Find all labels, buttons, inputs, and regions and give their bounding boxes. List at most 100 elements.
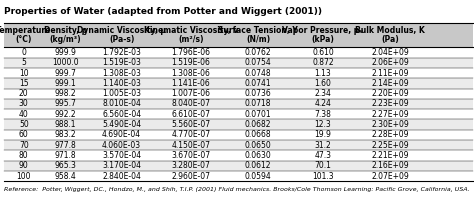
Text: 988.1: 988.1 xyxy=(55,120,76,129)
Text: 47.3: 47.3 xyxy=(314,151,331,160)
Text: 1.796E-06: 1.796E-06 xyxy=(172,48,210,57)
Text: 2.11E+09: 2.11E+09 xyxy=(371,69,409,78)
Text: 1.519E-06: 1.519E-06 xyxy=(172,58,210,67)
Text: 0.610: 0.610 xyxy=(312,48,334,57)
Text: 5: 5 xyxy=(21,58,26,67)
Text: 1.13: 1.13 xyxy=(315,69,331,78)
Text: Properties of Water (adapted from Potter and Wiggert (2001)): Properties of Water (adapted from Potter… xyxy=(4,7,322,16)
Text: 2.20E+09: 2.20E+09 xyxy=(371,89,409,98)
Text: 70: 70 xyxy=(19,141,28,150)
Bar xyxy=(4,171,473,181)
Text: 6.560E-04: 6.560E-04 xyxy=(102,110,141,119)
Text: 0.0668: 0.0668 xyxy=(245,130,272,139)
Text: 1.005E-03: 1.005E-03 xyxy=(102,89,141,98)
Text: 2.23E+09: 2.23E+09 xyxy=(371,99,409,109)
Text: 1.519E-03: 1.519E-03 xyxy=(102,58,141,67)
Text: 50: 50 xyxy=(19,120,28,129)
Text: 3.280E-07: 3.280E-07 xyxy=(172,161,210,170)
Text: Vapor Pressure, pᵥ: Vapor Pressure, pᵥ xyxy=(283,26,364,35)
Text: 70.1: 70.1 xyxy=(314,161,331,170)
Text: 0: 0 xyxy=(21,48,26,57)
Text: 2.30E+09: 2.30E+09 xyxy=(371,120,409,129)
Bar xyxy=(4,58,473,68)
Text: 5.490E-04: 5.490E-04 xyxy=(102,120,141,129)
Text: 8.010E-04: 8.010E-04 xyxy=(102,99,141,109)
Text: 0.0650: 0.0650 xyxy=(245,141,272,150)
Text: 60: 60 xyxy=(19,130,28,139)
Text: 0.0736: 0.0736 xyxy=(245,89,272,98)
Text: (kg/m³): (kg/m³) xyxy=(49,35,81,44)
Bar xyxy=(4,150,473,161)
Text: 971.8: 971.8 xyxy=(55,151,76,160)
Text: 0.872: 0.872 xyxy=(312,58,334,67)
Bar xyxy=(4,109,473,119)
Text: (kPa): (kPa) xyxy=(311,35,334,44)
Text: 2.14E+09: 2.14E+09 xyxy=(371,79,409,88)
Text: (Pa-s): (Pa-s) xyxy=(109,35,134,44)
Bar xyxy=(4,130,473,140)
Bar xyxy=(4,68,473,78)
Text: 19.9: 19.9 xyxy=(314,130,331,139)
Text: 101.3: 101.3 xyxy=(312,171,334,181)
Text: 0.0701: 0.0701 xyxy=(245,110,272,119)
Text: Reference:  Potter, Wiggert, DC., Hondzo, M., and Shih, T.I.P. (2001) Fluid mech: Reference: Potter, Wiggert, DC., Hondzo,… xyxy=(4,187,470,192)
Text: 30: 30 xyxy=(19,99,28,109)
Text: 965.3: 965.3 xyxy=(55,161,76,170)
Text: 4.24: 4.24 xyxy=(314,99,331,109)
Text: 2.07E+09: 2.07E+09 xyxy=(371,171,409,181)
Text: Density, ρ: Density, ρ xyxy=(44,26,87,35)
Bar xyxy=(4,161,473,171)
Bar xyxy=(4,99,473,109)
Text: 2.06E+09: 2.06E+09 xyxy=(371,58,409,67)
Text: 3.670E-07: 3.670E-07 xyxy=(172,151,210,160)
Text: Dynamic Viscosity, μ: Dynamic Viscosity, μ xyxy=(77,26,166,35)
Text: 4.060E-03: 4.060E-03 xyxy=(102,141,141,150)
Text: 80: 80 xyxy=(19,151,28,160)
Text: 4.150E-07: 4.150E-07 xyxy=(172,141,210,150)
Text: 1.140E-03: 1.140E-03 xyxy=(102,79,141,88)
Text: 6.610E-07: 6.610E-07 xyxy=(172,110,210,119)
Text: 1.007E-06: 1.007E-06 xyxy=(172,89,210,98)
Text: 1000.0: 1000.0 xyxy=(52,58,79,67)
Text: 0.0682: 0.0682 xyxy=(245,120,272,129)
Bar xyxy=(4,78,473,89)
Text: 2.27E+09: 2.27E+09 xyxy=(371,110,409,119)
Text: Temperature: Temperature xyxy=(0,26,51,35)
Text: 3.170E-04: 3.170E-04 xyxy=(102,161,141,170)
Text: 2.840E-04: 2.840E-04 xyxy=(102,171,141,181)
Text: 1.308E-03: 1.308E-03 xyxy=(102,69,141,78)
Text: 958.4: 958.4 xyxy=(55,171,76,181)
Text: 2.28E+09: 2.28E+09 xyxy=(371,130,409,139)
Bar xyxy=(4,89,473,99)
Text: 15: 15 xyxy=(19,79,28,88)
Text: 100: 100 xyxy=(17,171,31,181)
Text: (°C): (°C) xyxy=(16,35,32,44)
Text: (m²/s): (m²/s) xyxy=(178,35,204,44)
Text: 20: 20 xyxy=(19,89,28,98)
Text: 1.141E-06: 1.141E-06 xyxy=(172,79,210,88)
Text: (Pa): (Pa) xyxy=(381,35,399,44)
Text: 1.792E-03: 1.792E-03 xyxy=(102,48,141,57)
Text: 999.1: 999.1 xyxy=(55,79,76,88)
Text: 0.0718: 0.0718 xyxy=(245,99,272,109)
Text: 1.308E-06: 1.308E-06 xyxy=(172,69,210,78)
Text: 5.560E-07: 5.560E-07 xyxy=(172,120,210,129)
Text: 1.60: 1.60 xyxy=(314,79,331,88)
Text: 12.3: 12.3 xyxy=(315,120,331,129)
Text: 4.690E-04: 4.690E-04 xyxy=(102,130,141,139)
Text: 4.770E-07: 4.770E-07 xyxy=(172,130,210,139)
Text: 0.0630: 0.0630 xyxy=(245,151,272,160)
Bar xyxy=(4,47,473,58)
Text: 0.0741: 0.0741 xyxy=(245,79,272,88)
Text: 999.7: 999.7 xyxy=(55,69,76,78)
Text: 2.16E+09: 2.16E+09 xyxy=(371,161,409,170)
Text: Bulk Modulus, K: Bulk Modulus, K xyxy=(355,26,425,35)
Text: Kinematic Viscosity, v: Kinematic Viscosity, v xyxy=(144,26,238,35)
Text: 2.21E+09: 2.21E+09 xyxy=(371,151,409,160)
Text: 2.34: 2.34 xyxy=(314,89,331,98)
Text: 2.25E+09: 2.25E+09 xyxy=(371,141,409,150)
Text: 10: 10 xyxy=(19,69,28,78)
Text: 2.04E+09: 2.04E+09 xyxy=(371,48,409,57)
Text: 7.38: 7.38 xyxy=(314,110,331,119)
Text: 0.0748: 0.0748 xyxy=(245,69,272,78)
